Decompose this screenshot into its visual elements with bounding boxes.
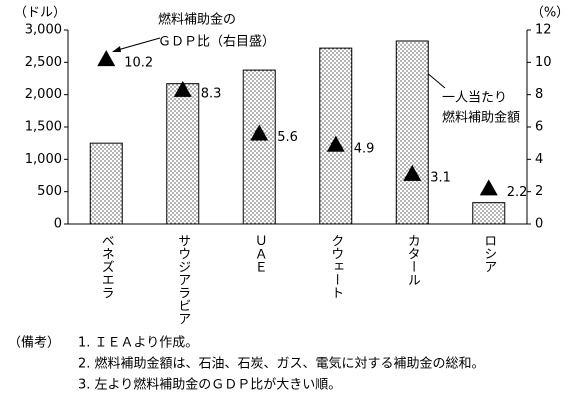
x-tick-label: カタール <box>405 234 420 286</box>
bar <box>395 40 429 225</box>
triangle-marker <box>403 164 422 181</box>
note: 3. 左より燃料補助金のＧＤＰ比が大きい順。 <box>78 377 341 393</box>
x-tick-label: ＵＡＥ <box>252 234 267 273</box>
y-tick-label: 3,000 <box>25 23 62 38</box>
arrow-head <box>112 46 121 52</box>
x-tick-label: ロシア <box>481 234 496 273</box>
triangle-marker <box>250 124 269 141</box>
bar <box>89 142 123 225</box>
annotation: ＧＤＰ比（右目盛） <box>158 35 275 50</box>
y2-tick-label: 4 <box>535 152 543 167</box>
bar <box>472 202 506 225</box>
data-label: 4.9 <box>354 141 375 156</box>
y-axis-title: （ドル） <box>14 6 66 21</box>
y2-axis-title: （%） <box>531 6 569 21</box>
y2-tick-label: 2 <box>535 184 543 199</box>
data-label: 10.2 <box>124 56 153 71</box>
y2-tick-label: 12 <box>535 23 552 38</box>
bar <box>242 69 276 225</box>
y-tick-label: 0 <box>54 217 62 232</box>
y2-tick-label: 8 <box>535 87 543 102</box>
y-tick-label: 1,500 <box>25 120 62 135</box>
data-label: 3.1 <box>430 170 451 185</box>
y-tick-label: 2,500 <box>25 55 62 70</box>
note: 2. 燃料補助金額は、石油、石炭、ガス、電気に対する補助金の総和。 <box>78 356 485 372</box>
triangle-marker <box>479 179 498 196</box>
triangle-marker <box>173 80 192 97</box>
y-tick-label: 1,000 <box>25 152 62 167</box>
annotation: 燃料補助金の <box>158 12 236 28</box>
x-tick-label: サウジアラビア <box>175 234 190 325</box>
data-label: 2.2 <box>507 185 528 200</box>
annotation: 一人当たり <box>442 91 507 106</box>
y2-tick-label: 10 <box>535 55 552 70</box>
x-tick-label: クウェート <box>328 234 343 299</box>
triangle-marker <box>97 50 116 67</box>
note: 1. ＩＥＡより作成。 <box>78 336 198 351</box>
y2-tick-label: 0 <box>535 217 543 232</box>
data-label: 8.3 <box>201 86 222 101</box>
bar <box>166 83 200 225</box>
y-tick-label: 500 <box>37 184 62 199</box>
triangle-marker <box>326 135 345 152</box>
y2-tick-label: 6 <box>535 120 543 135</box>
notes-label: （備考） <box>8 335 60 351</box>
annotation: 燃料補助金額 <box>442 110 520 126</box>
y-tick-label: 2,000 <box>25 87 62 102</box>
x-tick-label: ベネズエラ <box>99 234 115 299</box>
annotation-arrow <box>113 37 161 52</box>
data-label: 5.6 <box>277 130 298 145</box>
